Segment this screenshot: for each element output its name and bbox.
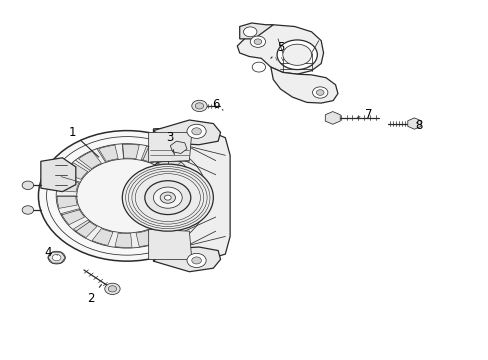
Circle shape	[144, 181, 190, 215]
Circle shape	[22, 206, 34, 214]
Polygon shape	[166, 212, 189, 229]
Text: 1: 1	[68, 126, 99, 157]
Circle shape	[191, 128, 201, 135]
Circle shape	[252, 62, 265, 72]
Polygon shape	[153, 120, 220, 145]
Circle shape	[160, 192, 175, 203]
Polygon shape	[115, 233, 132, 247]
Circle shape	[191, 257, 201, 264]
Polygon shape	[57, 196, 77, 208]
Polygon shape	[61, 209, 84, 225]
Polygon shape	[148, 132, 191, 162]
Text: 7: 7	[357, 108, 372, 121]
Polygon shape	[99, 145, 118, 161]
Polygon shape	[64, 163, 88, 179]
Polygon shape	[153, 127, 230, 263]
Circle shape	[122, 164, 213, 231]
Text: 3: 3	[166, 131, 174, 154]
Circle shape	[195, 103, 203, 109]
Polygon shape	[122, 144, 139, 159]
Polygon shape	[136, 230, 155, 247]
Circle shape	[153, 187, 182, 208]
Text: 8: 8	[415, 119, 422, 132]
Circle shape	[104, 283, 120, 294]
Circle shape	[316, 90, 324, 95]
Circle shape	[312, 87, 327, 98]
Text: 2: 2	[87, 284, 101, 305]
Circle shape	[56, 144, 198, 248]
Polygon shape	[239, 23, 273, 39]
Circle shape	[254, 39, 261, 45]
Polygon shape	[92, 229, 113, 246]
Text: 6: 6	[212, 98, 223, 111]
Polygon shape	[141, 147, 162, 163]
Circle shape	[108, 286, 117, 292]
Circle shape	[22, 181, 34, 189]
Polygon shape	[73, 220, 97, 238]
Circle shape	[164, 195, 171, 200]
Text: 5: 5	[270, 41, 284, 58]
Circle shape	[186, 124, 206, 138]
Polygon shape	[157, 154, 181, 172]
Polygon shape	[177, 183, 197, 196]
Polygon shape	[170, 141, 186, 153]
Polygon shape	[58, 178, 79, 192]
Circle shape	[282, 44, 311, 66]
Circle shape	[77, 159, 177, 233]
Polygon shape	[407, 118, 420, 129]
Circle shape	[52, 255, 61, 261]
Circle shape	[39, 131, 215, 261]
Polygon shape	[79, 151, 101, 169]
Polygon shape	[153, 247, 220, 272]
Polygon shape	[148, 229, 191, 259]
Polygon shape	[169, 167, 192, 183]
Polygon shape	[41, 158, 76, 192]
Polygon shape	[237, 25, 323, 74]
Polygon shape	[175, 200, 196, 213]
Circle shape	[48, 251, 65, 264]
Polygon shape	[270, 67, 337, 103]
Polygon shape	[325, 112, 340, 124]
Circle shape	[243, 27, 256, 37]
Text: 4: 4	[44, 246, 57, 259]
Circle shape	[250, 36, 265, 48]
Polygon shape	[152, 223, 175, 240]
Circle shape	[277, 40, 317, 69]
Circle shape	[191, 100, 207, 112]
Circle shape	[186, 253, 206, 267]
